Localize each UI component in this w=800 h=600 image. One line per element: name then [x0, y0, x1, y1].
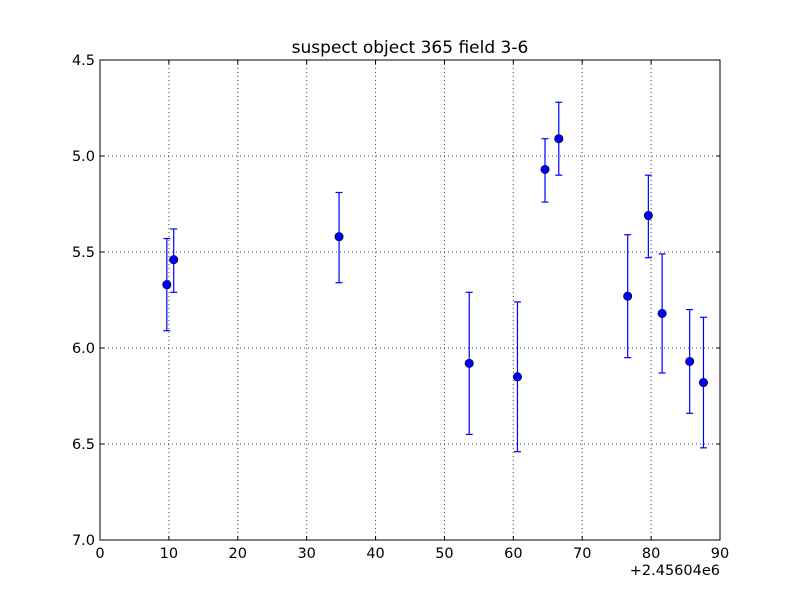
- x-tick-label: 40: [366, 546, 384, 562]
- x-tick-label: 20: [229, 546, 247, 562]
- x-tick-label: 50: [435, 546, 453, 562]
- x-tick-label: 10: [160, 546, 178, 562]
- data-point: [512, 372, 522, 382]
- y-tick-label: 6.0: [72, 341, 95, 357]
- data-point: [685, 356, 695, 366]
- chart-title: suspect object 365 field 3-6: [292, 38, 529, 58]
- tick-marks: [99, 59, 721, 541]
- x-tick-labels: 0 10 20 30 40 50 60 70 80 90: [95, 546, 729, 562]
- y-tick-label: 7.0: [72, 533, 95, 549]
- data-point: [162, 280, 172, 290]
- x-tick-label: 0: [95, 546, 104, 562]
- x-tick-label: 80: [642, 546, 660, 562]
- x-tick-label: 60: [504, 546, 522, 562]
- data-point: [643, 211, 653, 221]
- grid: [100, 60, 720, 540]
- data-point: [464, 358, 474, 368]
- data-point: [657, 308, 667, 318]
- y-tick-labels: 4.5 5.0 5.5 6.0 6.5 7.0: [72, 53, 95, 549]
- data-point: [540, 164, 550, 174]
- y-tick-label: 4.5: [72, 53, 95, 69]
- y-tick-label: 6.5: [72, 437, 95, 453]
- plot-frame: [99, 59, 721, 541]
- data-point: [698, 378, 708, 388]
- x-tick-label: 30: [297, 546, 315, 562]
- data-point: [334, 232, 344, 242]
- x-tick-label: 90: [711, 546, 729, 562]
- y-tick-label: 5.5: [72, 245, 95, 261]
- data-markers: [162, 134, 708, 388]
- data-point: [169, 255, 179, 265]
- x-offset-label: +2.45604e6: [630, 563, 720, 579]
- x-tick-label: 70: [573, 546, 591, 562]
- y-tick-label: 5.0: [72, 149, 95, 165]
- data-point: [554, 134, 564, 144]
- data-point: [623, 291, 633, 301]
